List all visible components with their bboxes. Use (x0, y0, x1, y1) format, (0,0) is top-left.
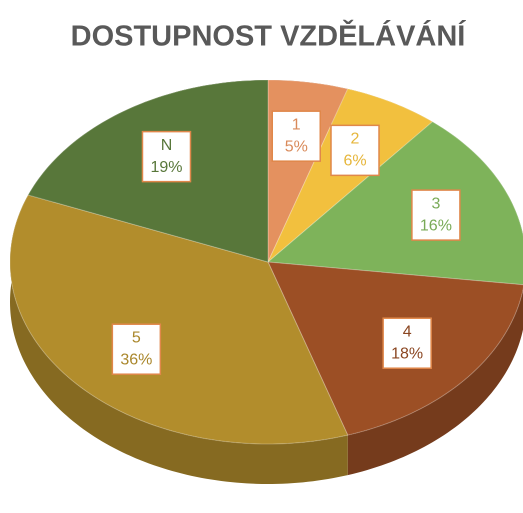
label-category: 5 (132, 329, 141, 346)
label-value: 16% (420, 217, 452, 234)
label-box (330, 124, 380, 177)
label-category: 1 (292, 116, 301, 133)
data-label: 536% (111, 323, 162, 375)
label-category: 4 (403, 323, 412, 340)
data-label: 15% (271, 110, 322, 162)
data-label: 418% (382, 317, 432, 369)
label-value: 19% (150, 159, 182, 176)
chart-title: DOSTUPNOST VZDĚLÁVÁNÍ (71, 19, 467, 53)
slice-side (10, 195, 348, 484)
label-value: 18% (391, 345, 423, 362)
label-box (141, 130, 192, 183)
data-label: 26% (330, 124, 380, 177)
label-category: N (161, 137, 173, 154)
data-label: 316% (411, 189, 461, 241)
slice-side (347, 289, 523, 476)
label-value: 5% (285, 138, 308, 155)
label-value: 36% (120, 351, 152, 368)
label-category: 3 (431, 195, 440, 212)
label-value: 6% (343, 153, 366, 170)
label-category: 2 (351, 131, 360, 148)
label-box (411, 189, 461, 241)
slice (266, 121, 523, 286)
label-box (382, 317, 432, 369)
data-label: N 19% (141, 130, 192, 183)
label-box (111, 323, 162, 375)
slice (9, 194, 349, 445)
label-box (271, 110, 322, 162)
